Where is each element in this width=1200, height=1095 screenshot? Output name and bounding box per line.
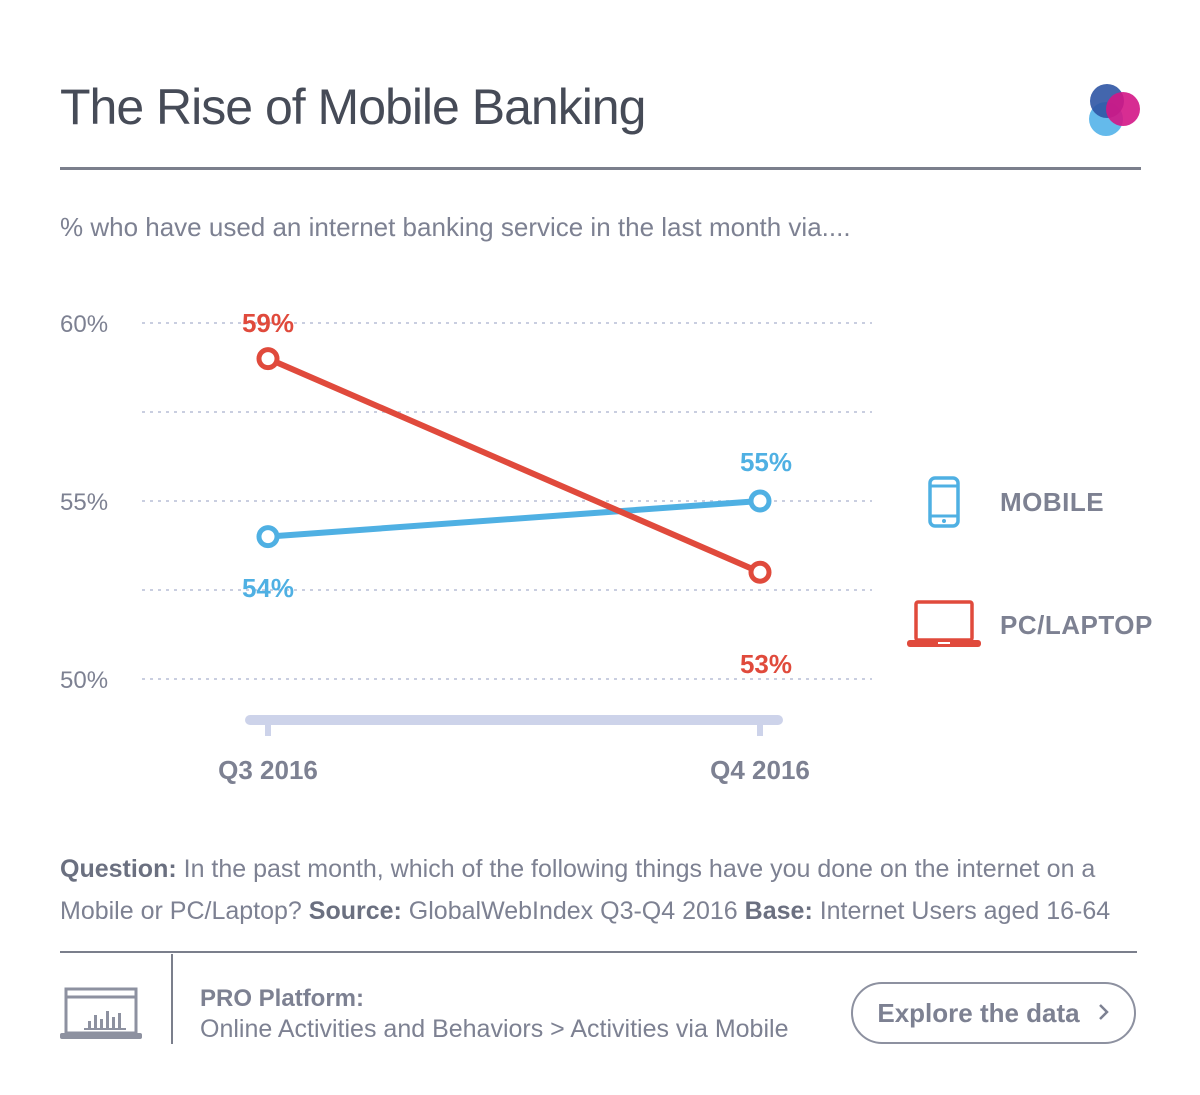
footer-vertical-divider bbox=[171, 954, 173, 1044]
legend-label-pc: PC/LAPTOP bbox=[1000, 609, 1153, 640]
smartphone-icon bbox=[928, 476, 960, 528]
question-label: Question: bbox=[60, 855, 177, 883]
data-point-mobile bbox=[256, 525, 280, 549]
data-label-pc-laptop: 53% bbox=[740, 649, 792, 679]
dashboard-chart-icon bbox=[60, 987, 142, 1039]
data-point-mobile bbox=[748, 489, 772, 513]
laptop-icon bbox=[907, 600, 981, 647]
page-title: The Rise of Mobile Banking bbox=[60, 79, 646, 135]
y-tick-label: 50% bbox=[60, 667, 108, 694]
series-line-pc-laptop bbox=[265, 355, 763, 576]
explore-data-button[interactable]: Explore the data bbox=[851, 982, 1136, 1044]
x-tick-label: Q3 2016 bbox=[218, 755, 318, 785]
legend-item-pc: PC/LAPTOP bbox=[906, 600, 1153, 650]
line-chart: 50% 55% 60% Q3 2016 Q4 2016 54% 55% 59% 53% bbox=[60, 308, 872, 785]
series-line-mobile bbox=[265, 498, 763, 540]
data-point-pc-laptop bbox=[256, 347, 280, 371]
source-text: GlobalWebIndex Q3-Q4 2016 bbox=[401, 897, 738, 925]
base-text: Internet Users aged 16-64 bbox=[812, 897, 1111, 925]
data-point-pc-laptop bbox=[748, 560, 772, 584]
data-label-pc-laptop: 59% bbox=[242, 308, 294, 338]
footnote: Question: In the past month, which of th… bbox=[60, 848, 1140, 932]
legend-label-mobile: MOBILE bbox=[1000, 486, 1105, 517]
y-tick-label: 60% bbox=[60, 311, 108, 338]
title-divider bbox=[60, 167, 1141, 170]
chart-subtitle: % who have used an internet banking serv… bbox=[60, 212, 851, 242]
question-text: In the past month, which of the followin… bbox=[60, 855, 1096, 925]
pro-platform-path[interactable]: Online Activities and Behaviors > Activi… bbox=[200, 1015, 789, 1043]
explore-data-label: Explore the data bbox=[877, 997, 1080, 1028]
base-label: Base: bbox=[744, 897, 813, 925]
source-label: Source: bbox=[308, 897, 402, 925]
data-label-mobile: 54% bbox=[242, 573, 294, 603]
legend-item-mobile: MOBILE bbox=[928, 476, 1104, 528]
brand-logo-icon bbox=[1089, 84, 1140, 136]
data-label-mobile: 55% bbox=[740, 447, 792, 477]
footer-divider bbox=[60, 951, 1137, 953]
pro-platform-title: PRO Platform: bbox=[200, 985, 365, 1012]
y-tick-label: 55% bbox=[60, 489, 108, 516]
x-tick-label: Q4 2016 bbox=[710, 755, 810, 785]
chevron-right-icon bbox=[1098, 998, 1110, 1029]
